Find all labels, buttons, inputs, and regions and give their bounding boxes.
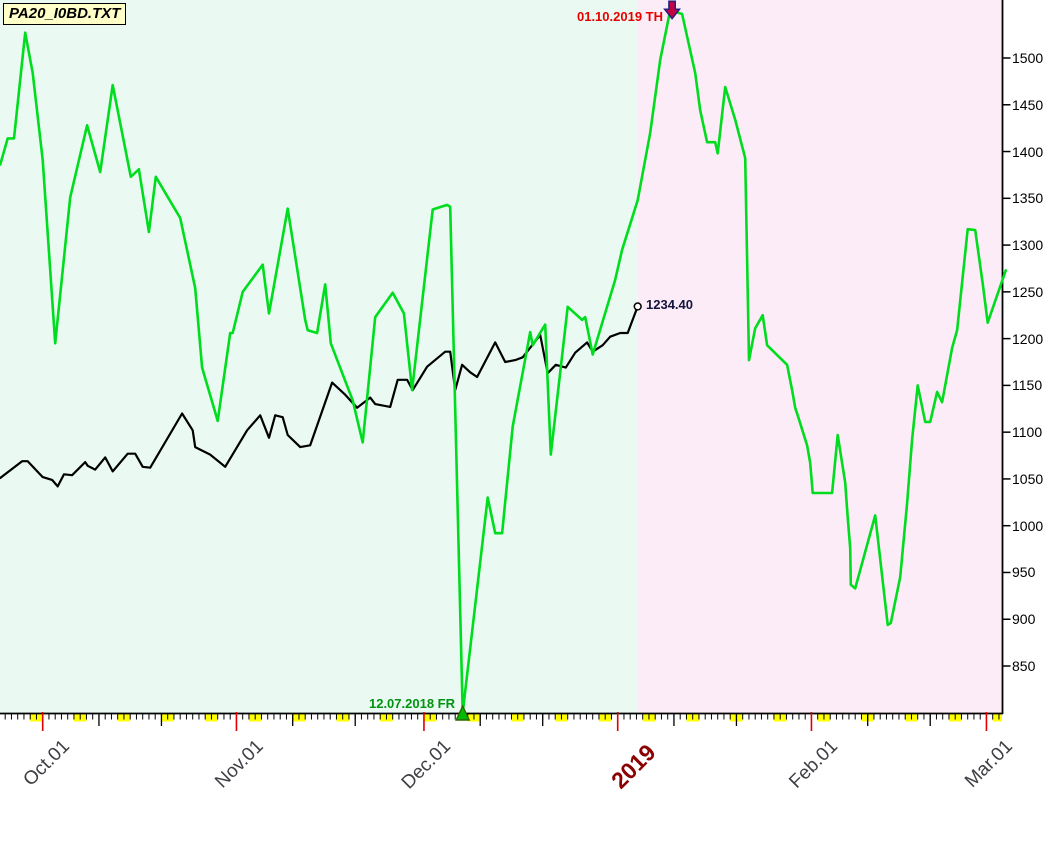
y-axis-label: 1500 <box>1012 50 1044 66</box>
annotation-last-value: 1234.40 <box>646 297 693 312</box>
y-axis-label: 1100 <box>1012 424 1043 441</box>
annotation-trough-date: 12.07.2018 FR <box>368 696 455 711</box>
y-axis-label: 1400 <box>1012 143 1044 160</box>
y-axis-label: 1000 <box>1012 517 1044 534</box>
region-2018-background <box>0 0 638 713</box>
y-axis-label: 1250 <box>1012 283 1044 300</box>
series-green-line <box>0 9 1008 715</box>
annotation-peak-date: 01.10.2019 TH <box>576 9 663 24</box>
region-2019-background <box>637 0 1002 713</box>
peak-arrow-marker <box>663 0 682 20</box>
y-axis-label: 1050 <box>1012 470 1044 487</box>
y-axis-label: 1350 <box>1012 190 1044 207</box>
y-axis-label: 1450 <box>1012 96 1044 113</box>
y-axis-label: 1200 <box>1012 330 1044 347</box>
y-axis-label: 1300 <box>1012 237 1044 254</box>
last-price-marker <box>633 302 642 311</box>
chart-title-badge: PA20_I0BD.TXT <box>3 3 127 25</box>
y-axis-label: 1150 <box>1012 377 1043 394</box>
y-axis-label: 950 <box>1012 564 1036 581</box>
y-axis-label: 850 <box>1012 658 1036 674</box>
y-axis-label: 900 <box>1012 611 1036 628</box>
weekend-highlight <box>992 714 1002 722</box>
trough-triangle-marker <box>455 704 471 721</box>
